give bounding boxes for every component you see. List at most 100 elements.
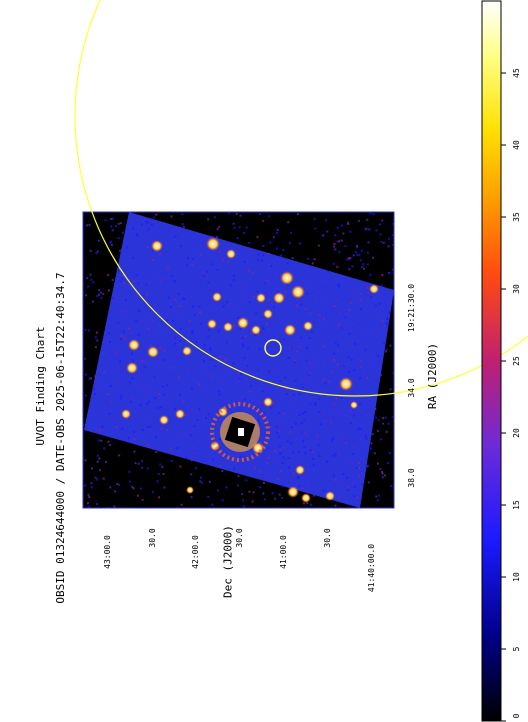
noise-pixel xyxy=(167,330,170,333)
noise-pixel xyxy=(332,474,335,477)
noise-pixel xyxy=(298,413,301,416)
noise-pixel xyxy=(337,283,340,286)
star xyxy=(263,397,273,407)
noise-pixel xyxy=(199,311,202,314)
noise-pixel xyxy=(378,494,381,497)
noise-pixel xyxy=(252,414,255,417)
noise-pixel xyxy=(300,303,303,306)
dec-tick-label: 30.0 xyxy=(148,528,157,547)
noise-pixel xyxy=(333,245,336,248)
noise-pixel xyxy=(241,336,244,339)
colorbar-ticks: 0 5 10 15 20 25 30 35 40 45 xyxy=(501,68,521,722)
noise-pixel xyxy=(186,404,189,407)
noise-pixel xyxy=(360,308,363,311)
noise-pixel xyxy=(322,318,325,321)
noise-pixel xyxy=(336,265,339,268)
noise-pixel xyxy=(221,470,224,473)
noise-pixel xyxy=(225,486,228,489)
noise-pixel xyxy=(122,330,125,333)
noise-pixel xyxy=(259,419,262,422)
noise-pixel xyxy=(146,425,149,428)
noise-pixel xyxy=(287,221,290,224)
noise-pixel xyxy=(298,393,301,396)
noise-pixel xyxy=(338,495,341,498)
noise-pixel xyxy=(287,456,290,459)
noise-pixel xyxy=(258,486,261,489)
noise-pixel xyxy=(94,345,97,348)
noise-pixel xyxy=(153,375,156,378)
noise-pixel xyxy=(392,243,394,246)
noise-pixel xyxy=(127,437,130,440)
noise-pixel xyxy=(188,320,191,323)
noise-pixel xyxy=(388,451,391,454)
noise-pixel xyxy=(239,327,242,330)
noise-pixel xyxy=(221,258,224,261)
noise-pixel xyxy=(387,322,390,325)
noise-pixel xyxy=(355,246,358,249)
noise-pixel xyxy=(157,407,160,410)
noise-pixel xyxy=(104,219,107,222)
noise-pixel xyxy=(180,503,183,506)
noise-pixel xyxy=(379,233,382,236)
noise-pixel xyxy=(285,393,288,396)
noise-pixel xyxy=(292,472,295,475)
colorbar-tick-label: 40 xyxy=(512,140,521,150)
noise-pixel xyxy=(285,387,288,390)
noise-pixel xyxy=(92,300,95,303)
noise-pixel xyxy=(352,446,355,449)
noise-pixel xyxy=(377,462,380,465)
noise-pixel xyxy=(145,283,148,286)
noise-pixel xyxy=(179,327,182,330)
noise-pixel xyxy=(272,402,275,405)
noise-pixel xyxy=(314,404,317,407)
noise-pixel xyxy=(239,339,242,342)
noise-pixel xyxy=(246,364,249,367)
noise-pixel xyxy=(84,459,87,462)
noise-pixel xyxy=(348,268,351,271)
colorbar-tick-label: 15 xyxy=(512,500,521,510)
noise-pixel xyxy=(119,222,122,225)
noise-pixel xyxy=(276,228,279,231)
noise-pixel xyxy=(217,331,220,334)
noise-pixel xyxy=(145,402,148,405)
noise-pixel xyxy=(347,356,350,359)
exposure-field xyxy=(84,212,394,508)
noise-pixel xyxy=(233,226,236,229)
noise-pixel xyxy=(182,225,185,228)
noise-pixel xyxy=(121,274,124,277)
noise-pixel xyxy=(256,236,259,239)
noise-pixel xyxy=(347,222,350,225)
noise-pixel xyxy=(298,485,301,488)
noise-pixel xyxy=(145,293,148,296)
noise-pixel xyxy=(202,359,205,362)
noise-pixel xyxy=(200,245,203,248)
noise-pixel xyxy=(252,491,255,494)
noise-pixel xyxy=(306,292,309,295)
noise-pixel xyxy=(289,347,292,350)
noise-pixel xyxy=(307,257,310,260)
star xyxy=(273,292,285,304)
noise-pixel xyxy=(181,213,184,216)
noise-pixel xyxy=(224,358,227,361)
noise-pixel xyxy=(136,235,139,238)
noise-pixel xyxy=(107,289,110,292)
noise-pixel xyxy=(294,338,297,341)
star xyxy=(207,319,217,329)
noise-pixel xyxy=(318,398,321,401)
noise-pixel xyxy=(185,456,188,459)
noise-pixel xyxy=(170,459,173,462)
noise-pixel xyxy=(309,362,312,365)
noise-pixel xyxy=(314,300,317,303)
noise-pixel xyxy=(267,456,270,459)
noise-pixel xyxy=(114,352,117,355)
noise-pixel xyxy=(353,342,356,345)
noise-pixel xyxy=(149,231,152,234)
noise-pixel xyxy=(248,269,251,272)
noise-pixel xyxy=(338,452,341,455)
noise-pixel xyxy=(364,348,367,351)
noise-pixel xyxy=(140,320,143,323)
noise-pixel xyxy=(321,234,324,237)
noise-pixel xyxy=(385,322,388,325)
noise-pixel xyxy=(387,422,390,425)
noise-pixel xyxy=(322,412,325,415)
